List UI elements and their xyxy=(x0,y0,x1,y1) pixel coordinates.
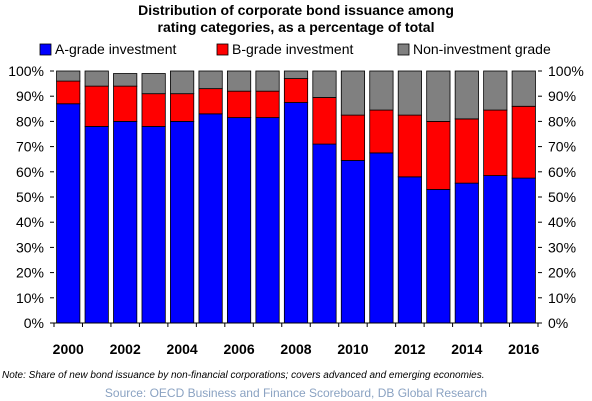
y-tick-right-label: 10% xyxy=(548,290,576,306)
x-tick-label: 2012 xyxy=(394,341,425,357)
legend-label-b-grade: B-grade investment xyxy=(232,41,354,57)
x-tick-label: 2014 xyxy=(451,341,482,357)
y-tick-left-label: 0% xyxy=(24,315,44,331)
y-tick-left-label: 80% xyxy=(16,113,44,129)
bar-non-investment-2013 xyxy=(426,70,451,122)
bar-non-investment-2002 xyxy=(113,73,138,87)
y-axis-right: 0% 10% 20% 30% 40% 50% 60% 70% 80% 90% 100% xyxy=(538,63,584,331)
y-tick-left-label: 40% xyxy=(16,214,44,230)
bar-b-grade-2011 xyxy=(369,109,394,154)
y-tick-right-label: 0% xyxy=(548,315,568,331)
bar-a-grade-2005 xyxy=(198,113,223,324)
bar-a-grade-2015 xyxy=(483,175,508,324)
legend: A-grade investment B-grade investment No… xyxy=(39,41,551,57)
bar-a-grade-2003 xyxy=(141,126,166,324)
bar-non-investment-2012 xyxy=(397,70,422,116)
y-tick-right-label: 60% xyxy=(548,164,576,180)
bar-b-grade-2015 xyxy=(483,109,508,176)
legend-label-non-investment: Non-investment grade xyxy=(413,41,551,57)
y-tick-left-label: 10% xyxy=(16,290,44,306)
bar-b-grade-2008 xyxy=(283,78,309,103)
bar-b-grade-2001 xyxy=(84,85,109,127)
bar-b-grade-2009 xyxy=(312,97,337,145)
bar-b-grade-2007 xyxy=(255,90,280,119)
x-tick-label: 2016 xyxy=(508,341,539,357)
legend-swatch-b-grade xyxy=(216,43,229,56)
bar-non-investment-2006 xyxy=(226,70,252,92)
bar-b-grade-2016 xyxy=(511,105,536,179)
y-tick-left-label: 20% xyxy=(16,265,44,281)
chart-note: Note: Share of new bond issuance by non-… xyxy=(2,370,485,381)
x-tick-label: 2010 xyxy=(337,341,368,357)
bar-a-grade-2001 xyxy=(84,126,109,324)
x-tick-label: 2004 xyxy=(167,341,198,357)
bar-non-investment-2003 xyxy=(141,73,166,95)
bar-a-grade-2007 xyxy=(255,117,280,324)
y-tick-right-label: 80% xyxy=(548,113,576,129)
x-tick-label: 2008 xyxy=(280,341,311,357)
bar-a-grade-2008 xyxy=(283,102,309,324)
bar-b-grade-2000 xyxy=(56,80,81,105)
bar-a-grade-2002 xyxy=(113,121,138,324)
x-tick-label: 2002 xyxy=(110,341,141,357)
y-axis-left: 0% 10% 20% 30% 40% 50% 60% 70% 80% 90% 100% xyxy=(8,63,54,331)
y-tick-left-label: 60% xyxy=(16,164,44,180)
chart-title-line-1: Distribution of corporate bond issuance … xyxy=(138,2,454,18)
bar-non-investment-2008 xyxy=(283,70,309,79)
y-tick-right-label: 100% xyxy=(548,63,584,79)
bar-non-investment-2001 xyxy=(84,70,109,87)
bar-a-grade-2000 xyxy=(56,103,81,324)
bar-b-grade-2003 xyxy=(141,93,166,127)
bar-a-grade-2011 xyxy=(369,152,394,324)
bar-a-grade-2006 xyxy=(226,117,252,324)
y-tick-left-label: 30% xyxy=(16,239,44,255)
bar-b-grade-2006 xyxy=(226,90,252,119)
x-tick-label: 2000 xyxy=(53,341,84,357)
bar-b-grade-2014 xyxy=(454,118,479,184)
bar-b-grade-2010 xyxy=(340,114,366,161)
chart-title-line-2: rating categories, as a percentage of to… xyxy=(158,19,435,35)
bar-a-grade-2016 xyxy=(511,177,536,324)
bar-non-investment-2004 xyxy=(170,70,195,95)
bar-non-investment-2016 xyxy=(511,70,536,107)
bar-non-investment-2005 xyxy=(198,70,223,90)
x-tick-label: 2006 xyxy=(223,341,254,357)
y-tick-left-label: 70% xyxy=(16,139,44,155)
y-tick-left-label: 90% xyxy=(16,88,44,104)
bar-b-grade-2004 xyxy=(170,93,195,122)
bar-a-grade-2013 xyxy=(426,189,451,324)
bar-a-grade-2004 xyxy=(170,121,195,324)
bar-b-grade-2012 xyxy=(397,114,422,178)
y-tick-right-label: 30% xyxy=(548,239,576,255)
bar-non-investment-2000 xyxy=(56,70,81,82)
legend-swatch-non-investment xyxy=(397,43,410,56)
y-tick-right-label: 70% xyxy=(548,139,576,155)
y-tick-right-label: 40% xyxy=(548,214,576,230)
bar-non-investment-2011 xyxy=(369,70,394,111)
bar-b-grade-2002 xyxy=(113,85,138,122)
x-axis: 2000 2002 2004 2006 2008 2010 2012 2014 2016 xyxy=(53,323,540,357)
chart-source: Source: OECD Business and Finance Scoreb… xyxy=(105,386,487,400)
legend-label-a-grade: A-grade investment xyxy=(55,41,177,57)
y-tick-left-label: 50% xyxy=(16,189,44,205)
bar-a-grade-2010 xyxy=(340,160,366,324)
bar-non-investment-2014 xyxy=(454,70,479,120)
y-tick-right-label: 90% xyxy=(548,88,576,104)
bar-non-investment-2015 xyxy=(483,70,508,111)
bar-a-grade-2012 xyxy=(397,176,422,324)
y-tick-right-label: 50% xyxy=(548,189,576,205)
bar-non-investment-2009 xyxy=(312,70,337,98)
bar-b-grade-2005 xyxy=(198,88,223,115)
y-tick-left-label: 100% xyxy=(8,63,44,79)
bar-a-grade-2014 xyxy=(454,182,479,324)
bar-a-grade-2009 xyxy=(312,143,337,324)
bar-non-investment-2007 xyxy=(255,70,280,92)
bar-b-grade-2013 xyxy=(426,121,451,190)
bar-non-investment-2010 xyxy=(340,70,366,116)
bars xyxy=(56,70,536,324)
y-tick-right-label: 20% xyxy=(548,265,576,281)
legend-swatch-a-grade xyxy=(39,43,52,56)
